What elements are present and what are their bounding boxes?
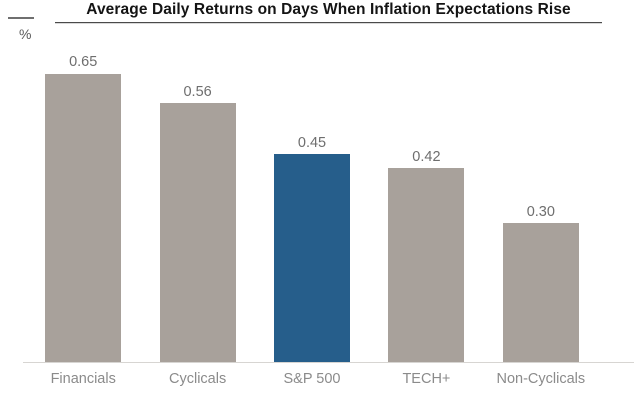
category-label: TECH+ <box>402 371 451 387</box>
category-labels-row: Financials Cyclicals S&P 500 TECH+ Non-Cycli… <box>26 363 598 387</box>
bar-value-label: 0.65 <box>69 54 98 70</box>
category-label: Non-Cyclicals <box>496 371 586 387</box>
bar-value-label: 0.56 <box>183 83 212 100</box>
bar-column: 0.45 <box>255 55 369 362</box>
bar <box>159 103 236 362</box>
bar-column: 0.56 <box>140 55 254 362</box>
category-label: Financials <box>50 371 116 387</box>
bar <box>388 168 465 362</box>
y-axis-unit-label: % <box>19 26 32 42</box>
bar <box>274 154 351 362</box>
bar <box>502 223 579 362</box>
bar <box>45 73 122 362</box>
bar-column: 0.30 <box>484 55 598 362</box>
x-axis-line <box>23 362 634 363</box>
plot-area: 0.65 0.56 0.45 0.42 0.30 Financials Cyclicals… <box>0 55 640 400</box>
title-underline <box>55 22 602 24</box>
bars-row: 0.65 0.56 0.45 0.42 0.30 <box>26 55 598 362</box>
category-label: S&P 500 <box>283 371 341 387</box>
top-left-tick-line <box>8 17 34 19</box>
chart-title: Average Daily Returns on Days When Infla… <box>86 1 571 18</box>
bar-value-label: 0.42 <box>412 148 441 165</box>
bar-column: 0.65 <box>26 55 140 362</box>
title-block: Average Daily Returns on Days When Infla… <box>55 1 602 24</box>
chart-header: % Average Daily Returns on Days When Inf… <box>0 0 640 55</box>
category-label: Cyclicals <box>169 371 227 387</box>
bar-column: 0.42 <box>369 55 483 362</box>
bar-value-label: 0.30 <box>526 203 555 220</box>
bar-value-label: 0.45 <box>297 134 327 151</box>
